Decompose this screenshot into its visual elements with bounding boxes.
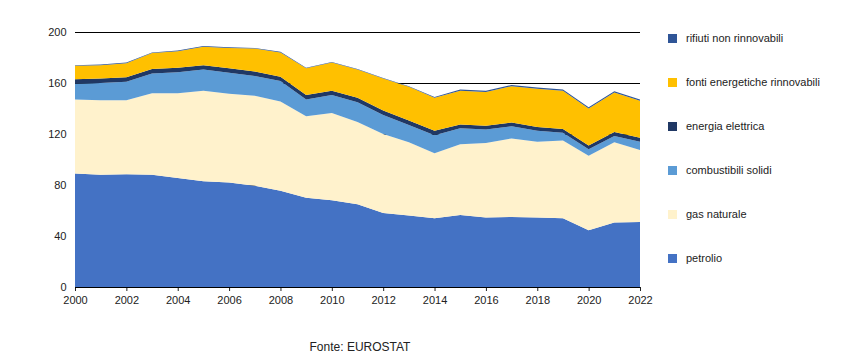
svg-text:120: 120: [48, 128, 66, 140]
svg-text:2000: 2000: [63, 294, 87, 306]
svg-text:160: 160: [48, 77, 66, 89]
svg-text:2006: 2006: [217, 294, 241, 306]
svg-text:2008: 2008: [269, 294, 293, 306]
svg-text:2018: 2018: [526, 294, 550, 306]
html-text:petrolio: petrolio: [686, 252, 723, 264]
html-text:combustibili solidi: combustibili solidi: [686, 164, 772, 176]
svg-text:2016: 2016: [474, 294, 498, 306]
html-text:Fonte: EUROSTAT: Fonte: EUROSTAT: [309, 340, 411, 354]
svg-text:2020: 2020: [577, 294, 601, 306]
html-text:rifiuti non rinnovabili: rifiuti non rinnovabili: [686, 32, 784, 44]
svg-text:2014: 2014: [423, 294, 447, 306]
html-text:fonti energetiche rinnovabili: fonti energetiche rinnovabili: [686, 76, 820, 88]
svg-text:2022: 2022: [628, 294, 652, 306]
svg-text:2010: 2010: [320, 294, 344, 306]
svg-text:200: 200: [48, 26, 66, 38]
svg-text:80: 80: [54, 179, 66, 191]
html-text:energia elettrica: energia elettrica: [686, 120, 765, 132]
svg-text:0: 0: [60, 281, 66, 293]
svg-text:40: 40: [54, 230, 66, 242]
svg-text:2012: 2012: [371, 294, 395, 306]
html-text:gas naturale: gas naturale: [686, 208, 747, 220]
svg-text:2002: 2002: [115, 294, 139, 306]
svg-text:2004: 2004: [166, 294, 190, 306]
